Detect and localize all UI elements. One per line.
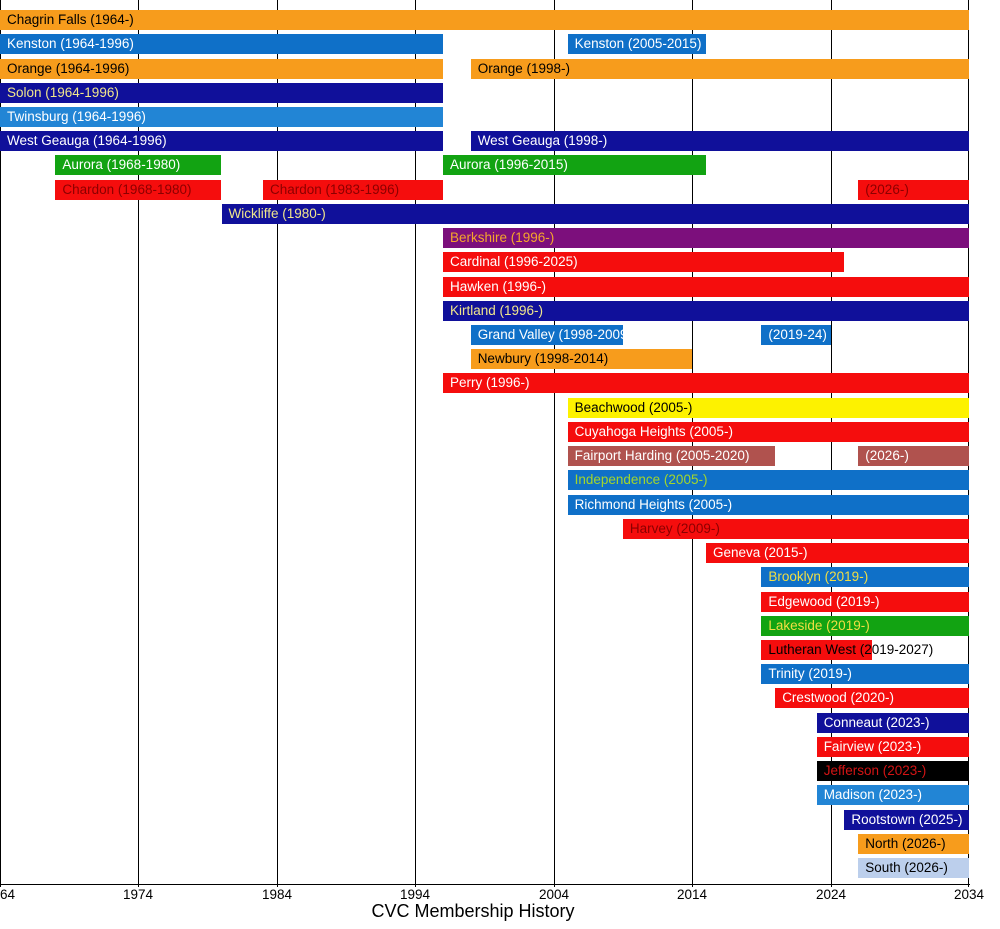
bar-jefferson-2023: Jefferson (2023-) (816, 761, 969, 782)
bar-madison-2023: Madison (2023-) (816, 785, 969, 806)
x-tick-label-2034: 2034 (953, 887, 985, 902)
gridline-2034 (968, 0, 969, 887)
bar-north-2026: North (2026-) (858, 833, 969, 854)
x-tick-label-2004: 2004 (538, 887, 570, 902)
bar-cuyahoga-heights-2005: Cuyahoga Heights (2005-) (567, 421, 969, 442)
bar-fairview-2023: Fairview (2023-) (816, 736, 969, 757)
bar-cardinal-1996: Cardinal (1996-2025) (443, 252, 845, 273)
bar-wickliffe-1980: Wickliffe (1980-) (221, 203, 969, 224)
bar-chardon-1983: Chardon (1983-1996) (263, 179, 443, 200)
bar-chardon-1968: Chardon (1968-1980) (55, 179, 222, 200)
bar-newbury-1998: Newbury (1998-2014) (470, 349, 693, 370)
bar-south-2026: South (2026-) (858, 858, 969, 878)
bar-aurora-1968: Aurora (1968-1980) (55, 155, 222, 176)
bar-fairport-harding-2026: (2026-) (858, 446, 969, 467)
gridline-1994 (415, 0, 416, 887)
bar-aurora-1996: Aurora (1996-2015) (443, 155, 706, 176)
gridline-2024 (831, 0, 832, 887)
bar-crestwood-2020: Crestwood (2020-) (775, 688, 969, 709)
bar-west-geauga-1964: West Geauga (1964-1996) (0, 131, 443, 152)
gridline-1964 (0, 0, 1, 887)
x-tick-label-2024: 2024 (815, 887, 847, 902)
bar-harvey-2009: Harvey (2009-) (622, 518, 969, 539)
chart-title: CVC Membership History (371, 901, 575, 921)
bar-fairport-harding-2005: Fairport Harding (2005-2020) (567, 446, 776, 467)
bar-kenston-1964: Kenston (1964-1996) (0, 34, 443, 55)
x-tick-label-1984: 1984 (261, 887, 293, 902)
bar-independence-2005: Independence (2005-) (567, 470, 969, 491)
x-tick-label-1974: 1974 (122, 887, 154, 902)
bar-west-geauga-1998: West Geauga (1998-) (470, 131, 969, 152)
bar-geneva-2015: Geneva (2015-) (706, 543, 969, 563)
bar-perry-1996: Perry (1996-) (443, 373, 969, 394)
x-axis-line (0, 884, 970, 885)
gridline-2014 (692, 0, 693, 887)
bar-orange-1998: Orange (1998-) (470, 58, 969, 79)
bar-conneaut-2023: Conneaut (2023-) (816, 712, 969, 733)
bar-berkshire-1996: Berkshire (1996-) (443, 228, 969, 249)
bar-kenston-2005: Kenston (2005-2015) (567, 34, 706, 55)
bar-grand-valley-1998: Grand Valley (1998-2009) (470, 325, 632, 345)
bar-hawken-1996: Hawken (1996-) (443, 276, 969, 297)
gridline-2004 (554, 0, 555, 887)
x-tick-label-2014: 2014 (676, 887, 708, 902)
gridline-1974 (138, 0, 139, 887)
bar-chardon-2026: (2026-) (858, 179, 969, 200)
bar-richmond-heights-2005: Richmond Heights (2005-) (567, 494, 969, 515)
bar-twinsburg-1964: Twinsburg (1964-1996) (0, 106, 443, 127)
bar-solon-1964: Solon (1964-1996) (0, 82, 443, 103)
bar-orange-1964: Orange (1964-1996) (0, 58, 443, 79)
bar-edgewood-2019: Edgewood (2019-) (761, 591, 969, 612)
gridline-1984 (277, 0, 278, 887)
bar-lakeside-2019: Lakeside (2019-) (761, 615, 969, 636)
bar-beachwood-2005: Beachwood (2005-) (567, 397, 969, 418)
bar-rootstown-2025: Rootstown (2025-) (844, 809, 969, 830)
x-tick-label-1964: 1964 (0, 887, 16, 902)
bar-lutheran-west-2019: Lutheran West (2019-2027) (761, 640, 933, 660)
bar-trinity-2019: Trinity (2019-) (761, 664, 969, 685)
bar-chagrin-falls-1964: Chagrin Falls (1964-) (0, 10, 969, 30)
x-tick-label-1994: 1994 (399, 887, 431, 902)
bar-grand-valley-2019: (2019-24) (761, 325, 831, 345)
bar-kirtland-1996: Kirtland (1996-) (443, 300, 969, 321)
bar-brooklyn-2019: Brooklyn (2019-) (761, 567, 969, 588)
